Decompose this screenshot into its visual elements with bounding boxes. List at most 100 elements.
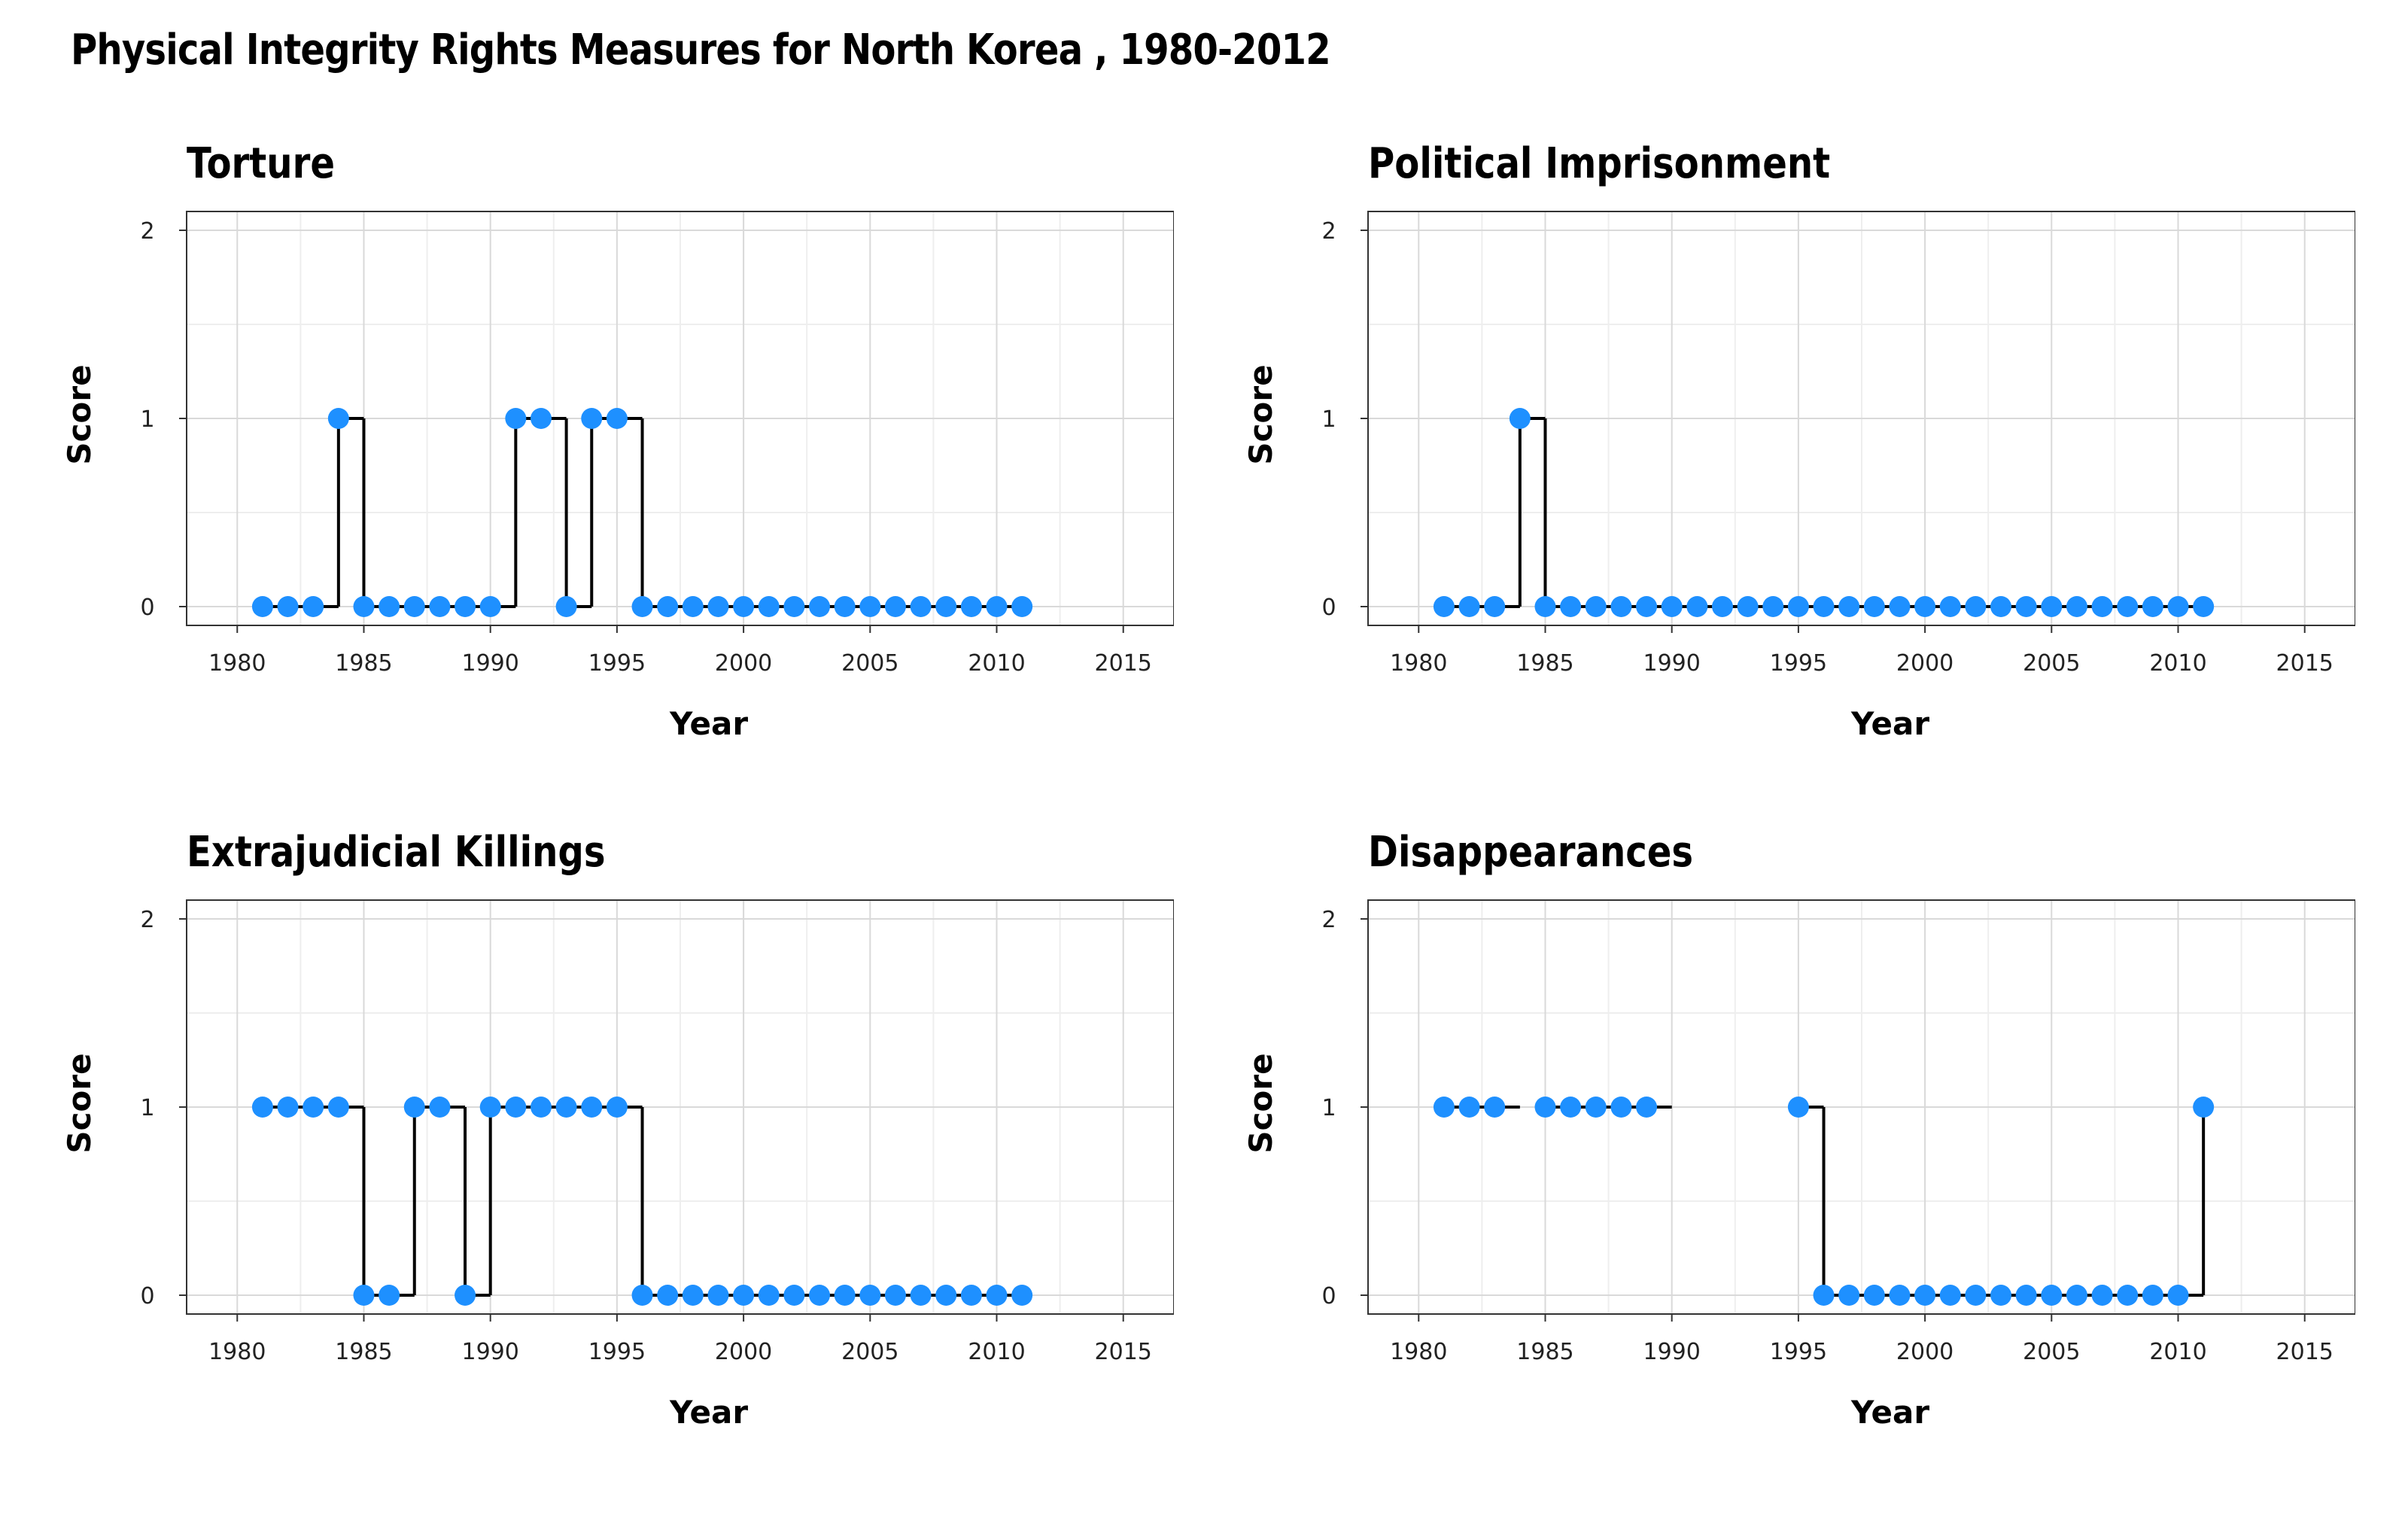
x-tick-label: 1995 bbox=[588, 650, 646, 677]
data-point bbox=[1737, 596, 1759, 617]
data-point bbox=[327, 408, 349, 429]
data-point bbox=[960, 596, 982, 617]
data-point bbox=[277, 596, 299, 617]
data-point bbox=[403, 1097, 425, 1118]
x-tick-label: 1985 bbox=[1516, 650, 1573, 677]
data-point bbox=[1011, 1285, 1033, 1306]
y-tick-label: 1 bbox=[140, 1095, 154, 1121]
data-point bbox=[910, 596, 932, 617]
x-tick-label: 2015 bbox=[2276, 650, 2334, 677]
x-axis-label: Year bbox=[669, 705, 748, 742]
data-point bbox=[1838, 596, 1860, 617]
y-axis-label: Score bbox=[1242, 1053, 1279, 1153]
data-point bbox=[1686, 596, 1708, 617]
data-point bbox=[1863, 596, 1885, 617]
data-point bbox=[555, 596, 577, 617]
data-point bbox=[631, 596, 653, 617]
data-point bbox=[1458, 596, 1480, 617]
x-tick-label: 2005 bbox=[841, 650, 898, 677]
data-point bbox=[379, 596, 400, 617]
data-point bbox=[1458, 1097, 1480, 1118]
x-tick-label: 1980 bbox=[208, 650, 266, 677]
x-tick-label: 2015 bbox=[1095, 1339, 1152, 1365]
data-point bbox=[1560, 596, 1582, 617]
x-tick-label: 1995 bbox=[1770, 650, 1827, 677]
y-tick-label: 2 bbox=[1321, 218, 1336, 245]
data-point bbox=[986, 596, 1008, 617]
data-point bbox=[530, 1097, 552, 1118]
data-point bbox=[505, 1097, 527, 1118]
data-point bbox=[1610, 596, 1632, 617]
data-point bbox=[834, 1285, 856, 1306]
data-point bbox=[455, 1285, 476, 1306]
data-point bbox=[657, 1285, 679, 1306]
data-point bbox=[1965, 596, 1987, 617]
data-point bbox=[2015, 1285, 2037, 1306]
y-tick-label: 2 bbox=[1321, 907, 1336, 933]
data-point bbox=[277, 1097, 299, 1118]
y-tick-label: 0 bbox=[1321, 1283, 1336, 1310]
data-point bbox=[1965, 1285, 1987, 1306]
data-point bbox=[1433, 596, 1455, 617]
data-point bbox=[1509, 408, 1531, 429]
data-point bbox=[1787, 596, 1809, 617]
data-point bbox=[581, 408, 603, 429]
y-axis-label: Score bbox=[61, 1053, 98, 1153]
data-point bbox=[1762, 596, 1784, 617]
data-point bbox=[2142, 596, 2163, 617]
data-point bbox=[1585, 596, 1607, 617]
data-point bbox=[733, 596, 755, 617]
x-tick-label: 1980 bbox=[1390, 1339, 1447, 1365]
data-point bbox=[2142, 1285, 2163, 1306]
x-tick-label: 2005 bbox=[2023, 650, 2080, 677]
y-tick-label: 2 bbox=[140, 907, 154, 933]
panel-title: Disappearances bbox=[1368, 829, 1693, 877]
chart-torture: Torture 1980 1985 1990 1995 2000 2005 2010 2015 0… bbox=[61, 140, 1174, 742]
data-point bbox=[251, 1097, 273, 1118]
x-tick-label: 2015 bbox=[2276, 1339, 2334, 1365]
x-tick-label: 2010 bbox=[968, 650, 1025, 677]
main-title: Physical Integrity Rights Measures for N… bbox=[71, 26, 1331, 75]
data-point bbox=[1534, 1097, 1556, 1118]
data-point bbox=[1484, 1097, 1506, 1118]
data-point bbox=[707, 596, 729, 617]
data-point bbox=[581, 1097, 603, 1118]
data-point bbox=[1711, 596, 1733, 617]
data-point bbox=[2193, 596, 2215, 617]
data-point bbox=[1787, 1097, 1809, 1118]
x-tick-label: 1985 bbox=[335, 1339, 392, 1365]
data-point bbox=[2193, 1097, 2215, 1118]
data-point bbox=[884, 1285, 906, 1306]
x-tick-label: 2010 bbox=[2149, 1339, 2206, 1365]
chart-panel-torture: Torture 1980 1985 1990 1995 2000 2005 2010 2015 0… bbox=[0, 128, 1174, 835]
data-point bbox=[2091, 596, 2113, 617]
x-axis-label: Year bbox=[1850, 1394, 1929, 1431]
y-axis-label: Score bbox=[61, 364, 98, 464]
x-tick-label: 1980 bbox=[208, 1339, 266, 1365]
data-point bbox=[758, 596, 780, 617]
data-point bbox=[2015, 596, 2037, 617]
data-point bbox=[1914, 1285, 1936, 1306]
plot-frame bbox=[186, 899, 1174, 1315]
plot-frame bbox=[1367, 211, 2355, 626]
data-point bbox=[758, 1285, 780, 1306]
data-point bbox=[960, 1285, 982, 1306]
x-tick-label: 2005 bbox=[2023, 1339, 2080, 1365]
x-tick-label: 1985 bbox=[335, 650, 392, 677]
data-point bbox=[682, 596, 704, 617]
chart-panel-extrajudicial-killings: Extrajudicial Killings 1980 1985 1990 1995 20… bbox=[0, 817, 1174, 1524]
y-tick-label: 2 bbox=[140, 218, 154, 245]
data-point bbox=[935, 1285, 957, 1306]
data-point bbox=[783, 1285, 805, 1306]
data-point bbox=[403, 596, 425, 617]
data-point bbox=[809, 596, 831, 617]
data-point bbox=[606, 408, 628, 429]
data-point bbox=[479, 1097, 501, 1118]
x-tick-label: 2005 bbox=[841, 1339, 898, 1365]
data-point bbox=[1813, 1285, 1835, 1306]
y-tick-label: 1 bbox=[1321, 1095, 1336, 1121]
x-tick-label: 1995 bbox=[1770, 1339, 1827, 1365]
